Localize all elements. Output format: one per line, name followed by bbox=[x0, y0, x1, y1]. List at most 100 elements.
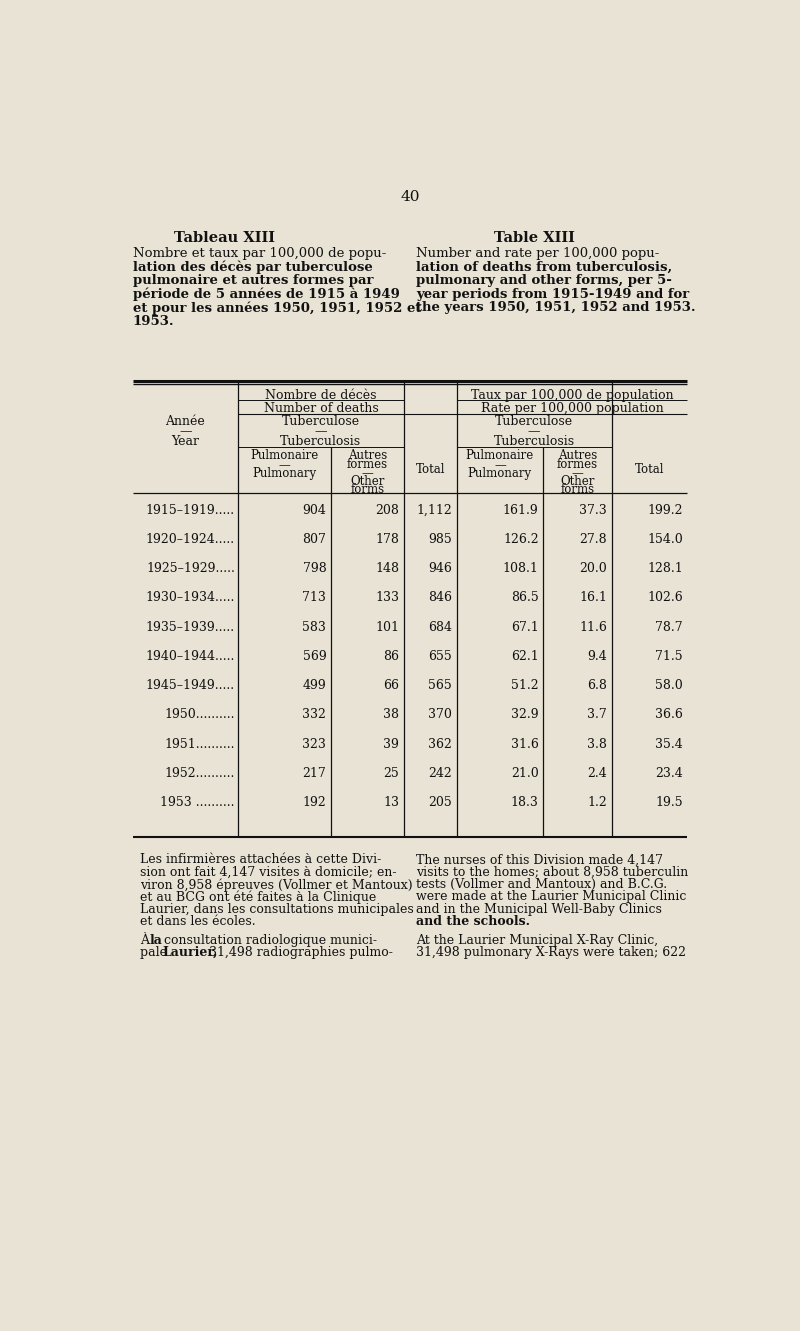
Text: 205: 205 bbox=[428, 796, 452, 809]
Text: —: — bbox=[179, 426, 191, 438]
Text: Laurier, dans les consultations municipales: Laurier, dans les consultations municipa… bbox=[140, 902, 414, 916]
Text: 13: 13 bbox=[383, 796, 399, 809]
Text: 1,112: 1,112 bbox=[416, 503, 452, 516]
Text: 133: 133 bbox=[375, 591, 399, 604]
Text: Total: Total bbox=[634, 463, 664, 476]
Text: 798: 798 bbox=[302, 562, 326, 575]
Text: 242: 242 bbox=[428, 767, 452, 780]
Text: 583: 583 bbox=[302, 620, 326, 634]
Text: 1940–1944.....: 1940–1944..... bbox=[146, 650, 235, 663]
Text: 1945–1949.....: 1945–1949..... bbox=[146, 679, 235, 692]
Text: 9.4: 9.4 bbox=[587, 650, 607, 663]
Text: 62.1: 62.1 bbox=[511, 650, 538, 663]
Text: were made at the Laurier Municipal Clinic: were made at the Laurier Municipal Clini… bbox=[416, 890, 686, 904]
Text: 1950..........: 1950.......... bbox=[164, 708, 235, 721]
Text: the years 1950, 1951, 1952 and 1953.: the years 1950, 1951, 1952 and 1953. bbox=[416, 301, 696, 314]
Text: 78.7: 78.7 bbox=[655, 620, 683, 634]
Text: 31,498 pulmonary X-Rays were taken; 622: 31,498 pulmonary X-Rays were taken; 622 bbox=[416, 946, 686, 958]
Text: 1935–1939.....: 1935–1939..... bbox=[146, 620, 235, 634]
Text: 565: 565 bbox=[428, 679, 452, 692]
Text: et pour les années 1950, 1951, 1952 et: et pour les années 1950, 1951, 1952 et bbox=[133, 301, 421, 315]
Text: 684: 684 bbox=[428, 620, 452, 634]
Text: lation of deaths from tuberculosis,: lation of deaths from tuberculosis, bbox=[416, 261, 672, 274]
Text: Tuberculose: Tuberculose bbox=[495, 415, 573, 429]
Text: —: — bbox=[314, 426, 327, 438]
Text: 101: 101 bbox=[375, 620, 399, 634]
Text: 713: 713 bbox=[302, 591, 326, 604]
Text: 362: 362 bbox=[428, 737, 452, 751]
Text: pulmonary and other forms, per 5-: pulmonary and other forms, per 5- bbox=[416, 274, 672, 287]
Text: et au BCG ont été faites à la Clinique: et au BCG ont été faites à la Clinique bbox=[140, 890, 377, 904]
Text: Autres: Autres bbox=[558, 450, 597, 462]
Text: year periods from 1915-1949 and for: year periods from 1915-1949 and for bbox=[416, 287, 690, 301]
Text: and in the Municipal Well-Baby Clinics: and in the Municipal Well-Baby Clinics bbox=[416, 902, 662, 916]
Text: Taux par 100,000 de population: Taux par 100,000 de population bbox=[470, 389, 674, 402]
Text: formes: formes bbox=[557, 458, 598, 471]
Text: la: la bbox=[150, 933, 162, 946]
Text: 27.8: 27.8 bbox=[579, 532, 607, 546]
Text: consultation radiologique munici-: consultation radiologique munici- bbox=[160, 933, 377, 946]
Text: Number of deaths: Number of deaths bbox=[263, 402, 378, 414]
Text: formes: formes bbox=[347, 458, 388, 471]
Text: 1951..........: 1951.......... bbox=[164, 737, 235, 751]
Text: 192: 192 bbox=[302, 796, 326, 809]
Text: Year: Year bbox=[171, 435, 199, 447]
Text: 51.2: 51.2 bbox=[511, 679, 538, 692]
Text: 58.0: 58.0 bbox=[655, 679, 683, 692]
Text: 199.2: 199.2 bbox=[647, 503, 683, 516]
Text: —: — bbox=[278, 459, 290, 473]
Text: Tableau XIII: Tableau XIII bbox=[174, 230, 274, 245]
Text: 126.2: 126.2 bbox=[503, 532, 538, 546]
Text: 16.1: 16.1 bbox=[579, 591, 607, 604]
Text: Rate per 100,000 population: Rate per 100,000 population bbox=[481, 402, 663, 414]
Text: tests (Vollmer and Mantoux) and B.C.G.: tests (Vollmer and Mantoux) and B.C.G. bbox=[416, 878, 667, 892]
Text: 332: 332 bbox=[302, 708, 326, 721]
Text: 23.4: 23.4 bbox=[655, 767, 683, 780]
Text: 1920–1924.....: 1920–1924..... bbox=[146, 532, 235, 546]
Text: 370: 370 bbox=[428, 708, 452, 721]
Text: 904: 904 bbox=[302, 503, 326, 516]
Text: À: À bbox=[140, 933, 154, 946]
Text: 102.6: 102.6 bbox=[647, 591, 683, 604]
Text: and the schools.: and the schools. bbox=[416, 916, 530, 928]
Text: 178: 178 bbox=[375, 532, 399, 546]
Text: Pulmonaire: Pulmonaire bbox=[250, 450, 318, 462]
Text: 499: 499 bbox=[302, 679, 326, 692]
Text: 71.5: 71.5 bbox=[655, 650, 683, 663]
Text: sion ont fait 4,147 visites à domicile; en-: sion ont fait 4,147 visites à domicile; … bbox=[140, 865, 397, 878]
Text: The nurses of this Division made 4,147: The nurses of this Division made 4,147 bbox=[416, 853, 663, 866]
Text: 1930–1934.....: 1930–1934..... bbox=[146, 591, 235, 604]
Text: 1953.: 1953. bbox=[133, 315, 174, 327]
Text: Autres: Autres bbox=[348, 450, 387, 462]
Text: 19.5: 19.5 bbox=[655, 796, 683, 809]
Text: 946: 946 bbox=[428, 562, 452, 575]
Text: Number and rate per 100,000 popu-: Number and rate per 100,000 popu- bbox=[416, 248, 659, 261]
Text: 846: 846 bbox=[428, 591, 452, 604]
Text: Laurier,: Laurier, bbox=[162, 946, 218, 958]
Text: 323: 323 bbox=[302, 737, 326, 751]
Text: 985: 985 bbox=[428, 532, 452, 546]
Text: Pulmonary: Pulmonary bbox=[468, 467, 532, 480]
Text: 67.1: 67.1 bbox=[511, 620, 538, 634]
Text: pale: pale bbox=[140, 946, 171, 958]
Text: 37.3: 37.3 bbox=[579, 503, 607, 516]
Text: Pulmonaire: Pulmonaire bbox=[466, 450, 534, 462]
Text: 1953 ..........: 1953 .......... bbox=[160, 796, 235, 809]
Text: 25: 25 bbox=[383, 767, 399, 780]
Text: 2.4: 2.4 bbox=[587, 767, 607, 780]
Text: Tuberculose: Tuberculose bbox=[282, 415, 360, 429]
Text: Année: Année bbox=[166, 415, 205, 429]
Text: Les infirmières attachées à cette Divi-: Les infirmières attachées à cette Divi- bbox=[140, 853, 382, 866]
Text: 807: 807 bbox=[302, 532, 326, 546]
Text: 569: 569 bbox=[302, 650, 326, 663]
Text: Tuberculosis: Tuberculosis bbox=[280, 435, 362, 447]
Text: —: — bbox=[528, 426, 540, 438]
Text: 161.9: 161.9 bbox=[503, 503, 538, 516]
Text: 1915–1919.....: 1915–1919..... bbox=[146, 503, 235, 516]
Text: viron 8,958 épreuves (Vollmer et Mantoux): viron 8,958 épreuves (Vollmer et Mantoux… bbox=[140, 878, 413, 892]
Text: Pulmonary: Pulmonary bbox=[252, 467, 317, 480]
Text: 1952..........: 1952.......... bbox=[165, 767, 235, 780]
Text: —: — bbox=[571, 467, 583, 480]
Text: 108.1: 108.1 bbox=[502, 562, 538, 575]
Text: Other: Other bbox=[560, 475, 594, 487]
